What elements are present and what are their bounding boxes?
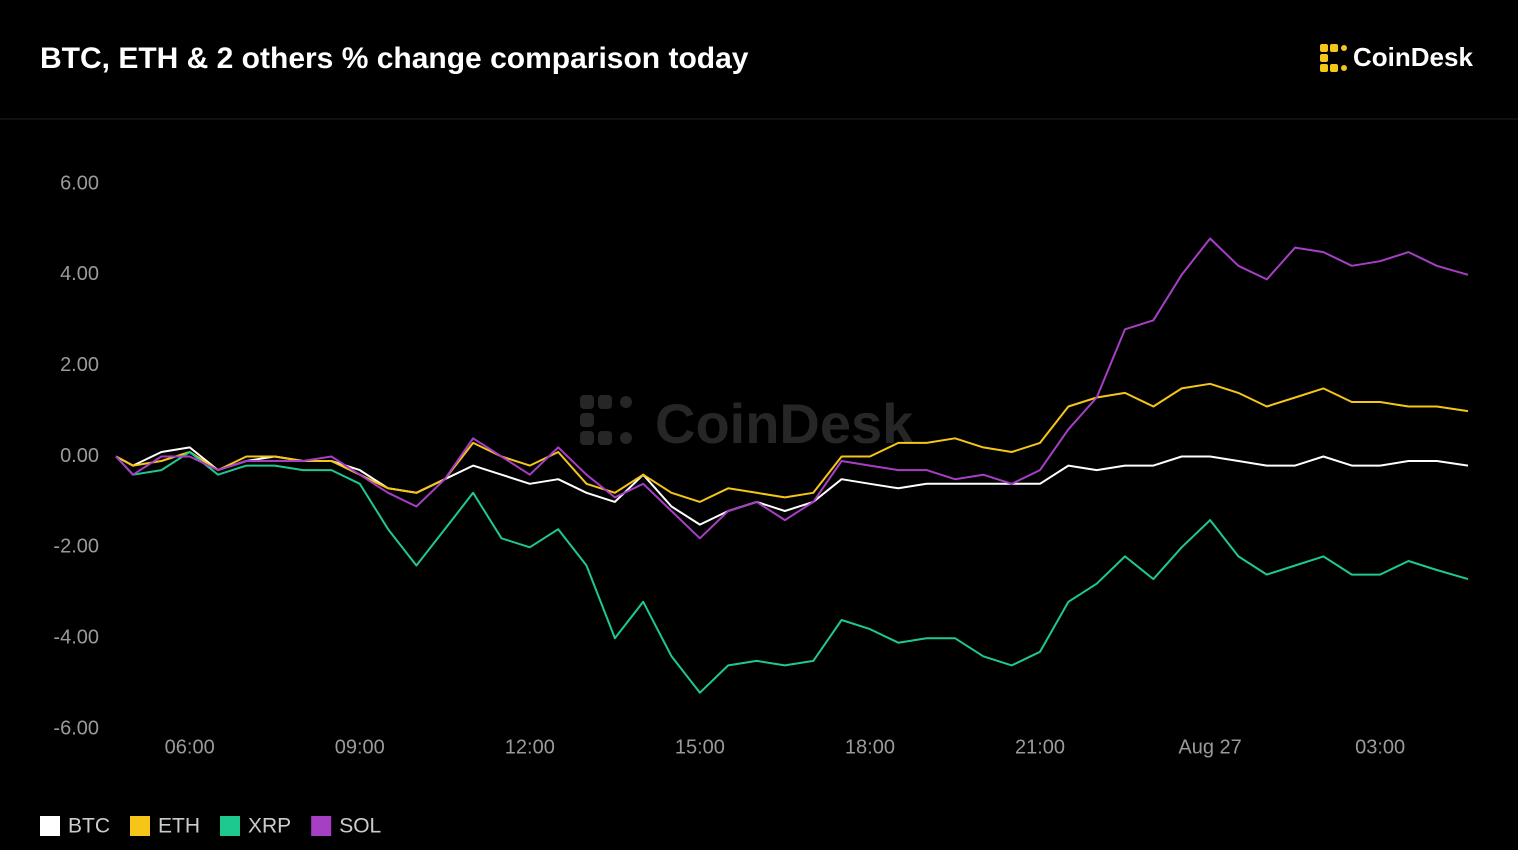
x-tick-label: 09:00 bbox=[335, 736, 385, 758]
x-tick-label: 21:00 bbox=[1015, 736, 1065, 758]
x-tick-label: 18:00 bbox=[845, 736, 895, 758]
legend-swatch bbox=[40, 816, 60, 836]
y-tick-label: -4.00 bbox=[53, 626, 99, 648]
legend-swatch bbox=[311, 816, 332, 836]
y-tick-label: -2.00 bbox=[53, 536, 99, 558]
legend-swatch bbox=[130, 816, 150, 836]
series-line bbox=[115, 451, 1469, 694]
watermark: CoinDesk bbox=[580, 392, 914, 455]
legend-label: SOL bbox=[339, 815, 381, 838]
series-line bbox=[115, 382, 1469, 503]
y-tick-label: -6.00 bbox=[53, 717, 99, 739]
x-tick-label: Aug 27 bbox=[1178, 736, 1241, 758]
legend-label: ETH bbox=[158, 815, 200, 838]
x-tick-label: 12:00 bbox=[505, 736, 555, 758]
x-tick-label: 03:00 bbox=[1355, 736, 1405, 758]
logo-icon bbox=[1320, 44, 1347, 72]
x-tick-label: 15:00 bbox=[675, 736, 725, 758]
series-line bbox=[115, 237, 1469, 540]
y-tick-label: 0.00 bbox=[60, 445, 99, 467]
x-tick-label: 06:00 bbox=[165, 736, 215, 758]
y-tick-label: 4.00 bbox=[60, 263, 99, 285]
watermark-text: CoinDesk bbox=[655, 392, 914, 455]
legend-swatch bbox=[220, 816, 240, 836]
y-tick-label: 2.00 bbox=[60, 354, 99, 376]
chart-title: BTC, ETH & 2 others % change comparison … bbox=[40, 42, 749, 75]
legend-label: BTC bbox=[68, 815, 110, 838]
brand-logo: CoinDesk bbox=[1353, 42, 1473, 72]
y-tick-label: 6.00 bbox=[60, 172, 99, 194]
legend-label: XRP bbox=[248, 815, 291, 838]
